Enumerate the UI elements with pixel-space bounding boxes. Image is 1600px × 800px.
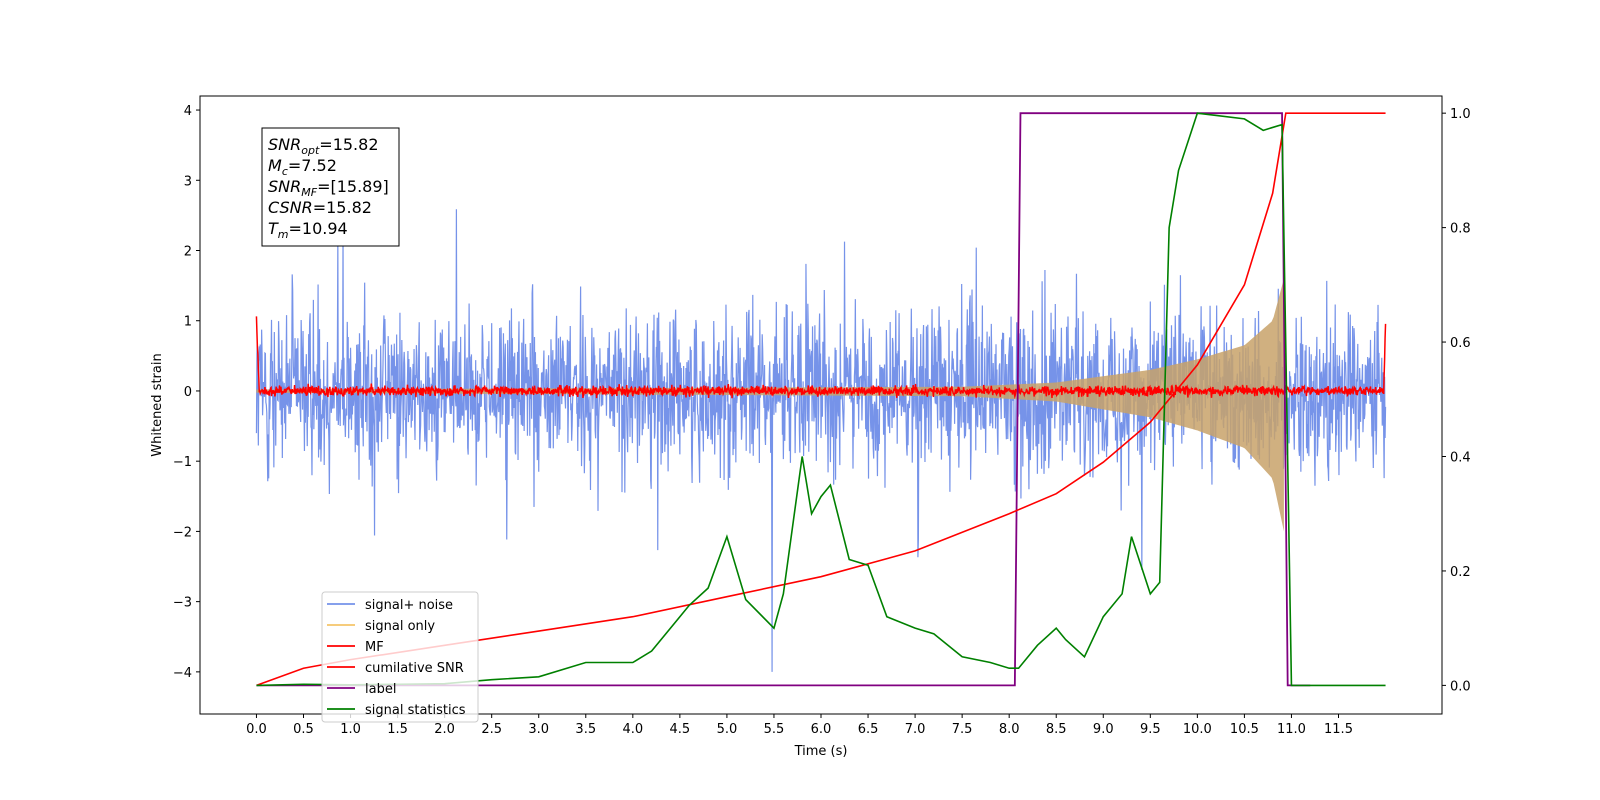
x-tick-label: 0.5 (293, 722, 314, 737)
y-tick-label: −3 (173, 596, 192, 611)
legend-entry: signal statistics (365, 703, 466, 718)
y-tick-label: 2 (184, 245, 192, 260)
x-tick-label: 2.0 (434, 722, 455, 737)
x-tick-label: 9.5 (1140, 722, 1161, 737)
y-tick-label: −4 (173, 666, 192, 681)
y-tick-label: −2 (173, 525, 192, 540)
annotation-line: CSNR=15.82 (268, 198, 372, 217)
x-tick-label: 4.0 (622, 722, 643, 737)
annotation-line: Tm=10.94 (268, 219, 348, 241)
annotation-line: Mc=7.52 (268, 156, 337, 178)
y2-tick-label: 0.2 (1450, 565, 1471, 580)
x-tick-label: 11.5 (1324, 722, 1353, 737)
y-axis-label: Whitened strain (150, 353, 165, 456)
x-tick-label: 5.0 (717, 722, 738, 737)
y-axis-right: 1.0 0.8 0.6 0.4 0.2 0.0 (1442, 107, 1471, 694)
legend-entry: signal only (365, 619, 435, 634)
legend-frame (321, 591, 479, 723)
annotation-line: SNRMF=[15.89] (268, 177, 389, 199)
annotation-frame (261, 127, 400, 247)
x-tick-label: 0.0 (246, 722, 267, 737)
legend-entry: cumilative SNR (365, 661, 464, 676)
x-tick-label: 10.5 (1230, 722, 1259, 737)
x-tick-label: 1.0 (340, 722, 361, 737)
y-tick-label: 3 (184, 174, 192, 189)
legend-entry: MF (365, 640, 384, 655)
y-tick-label: 1 (184, 315, 192, 330)
legend: signal+ noise signal only MF cumilative SNR… (321, 591, 479, 723)
y-axis-left: 4 3 2 1 0 −1 −2 −3 −4 (173, 104, 200, 681)
x-tick-label: 8.0 (999, 722, 1020, 737)
annotation-line: SNRopt=15.82 (268, 135, 379, 157)
y2-tick-label: 0.6 (1450, 336, 1471, 351)
x-tick-label: 1.5 (387, 722, 408, 737)
x-tick-label: 2.5 (481, 722, 502, 737)
legend-entry: label (365, 682, 396, 697)
x-axis-label: Time (s) (794, 744, 848, 759)
y2-tick-label: 0.0 (1450, 679, 1471, 694)
y2-tick-label: 0.4 (1450, 451, 1471, 466)
x-tick-label: 7.0 (905, 722, 926, 737)
x-tick-label: 9.0 (1093, 722, 1114, 737)
x-tick-label: 3.0 (528, 722, 549, 737)
x-tick-label: 4.5 (670, 722, 691, 737)
series-signal-only (256, 278, 1284, 532)
x-tick-label: 8.5 (1046, 722, 1067, 737)
snr-annotation-box: SNRopt=15.82Mc=7.52SNRMF=[15.89]CSNR=15.… (261, 127, 400, 247)
y2-tick-label: 1.0 (1450, 107, 1471, 122)
x-tick-label: 6.0 (811, 722, 832, 737)
y-tick-label: 0 (184, 385, 192, 400)
x-tick-label: 7.5 (952, 722, 973, 737)
series-mf (255, 316, 1387, 400)
series-signal-statistics (256, 112, 1386, 687)
x-tick-label: 11.0 (1277, 722, 1306, 737)
x-tick-label: 10.0 (1183, 722, 1212, 737)
x-tick-label: 5.5 (764, 722, 785, 737)
y-tick-label: 4 (184, 104, 192, 119)
x-tick-label: 3.5 (575, 722, 596, 737)
y-tick-label: −1 (173, 455, 192, 470)
y2-tick-label: 0.8 (1450, 222, 1471, 237)
x-axis: 0.0 0.5 1.0 1.5 2.0 2.5 3.0 3.5 4.0 4.5 5.0 5.5 6.0 6… (246, 714, 1353, 737)
x-tick-label: 6.5 (858, 722, 879, 737)
legend-entry: signal+ noise (365, 598, 453, 613)
